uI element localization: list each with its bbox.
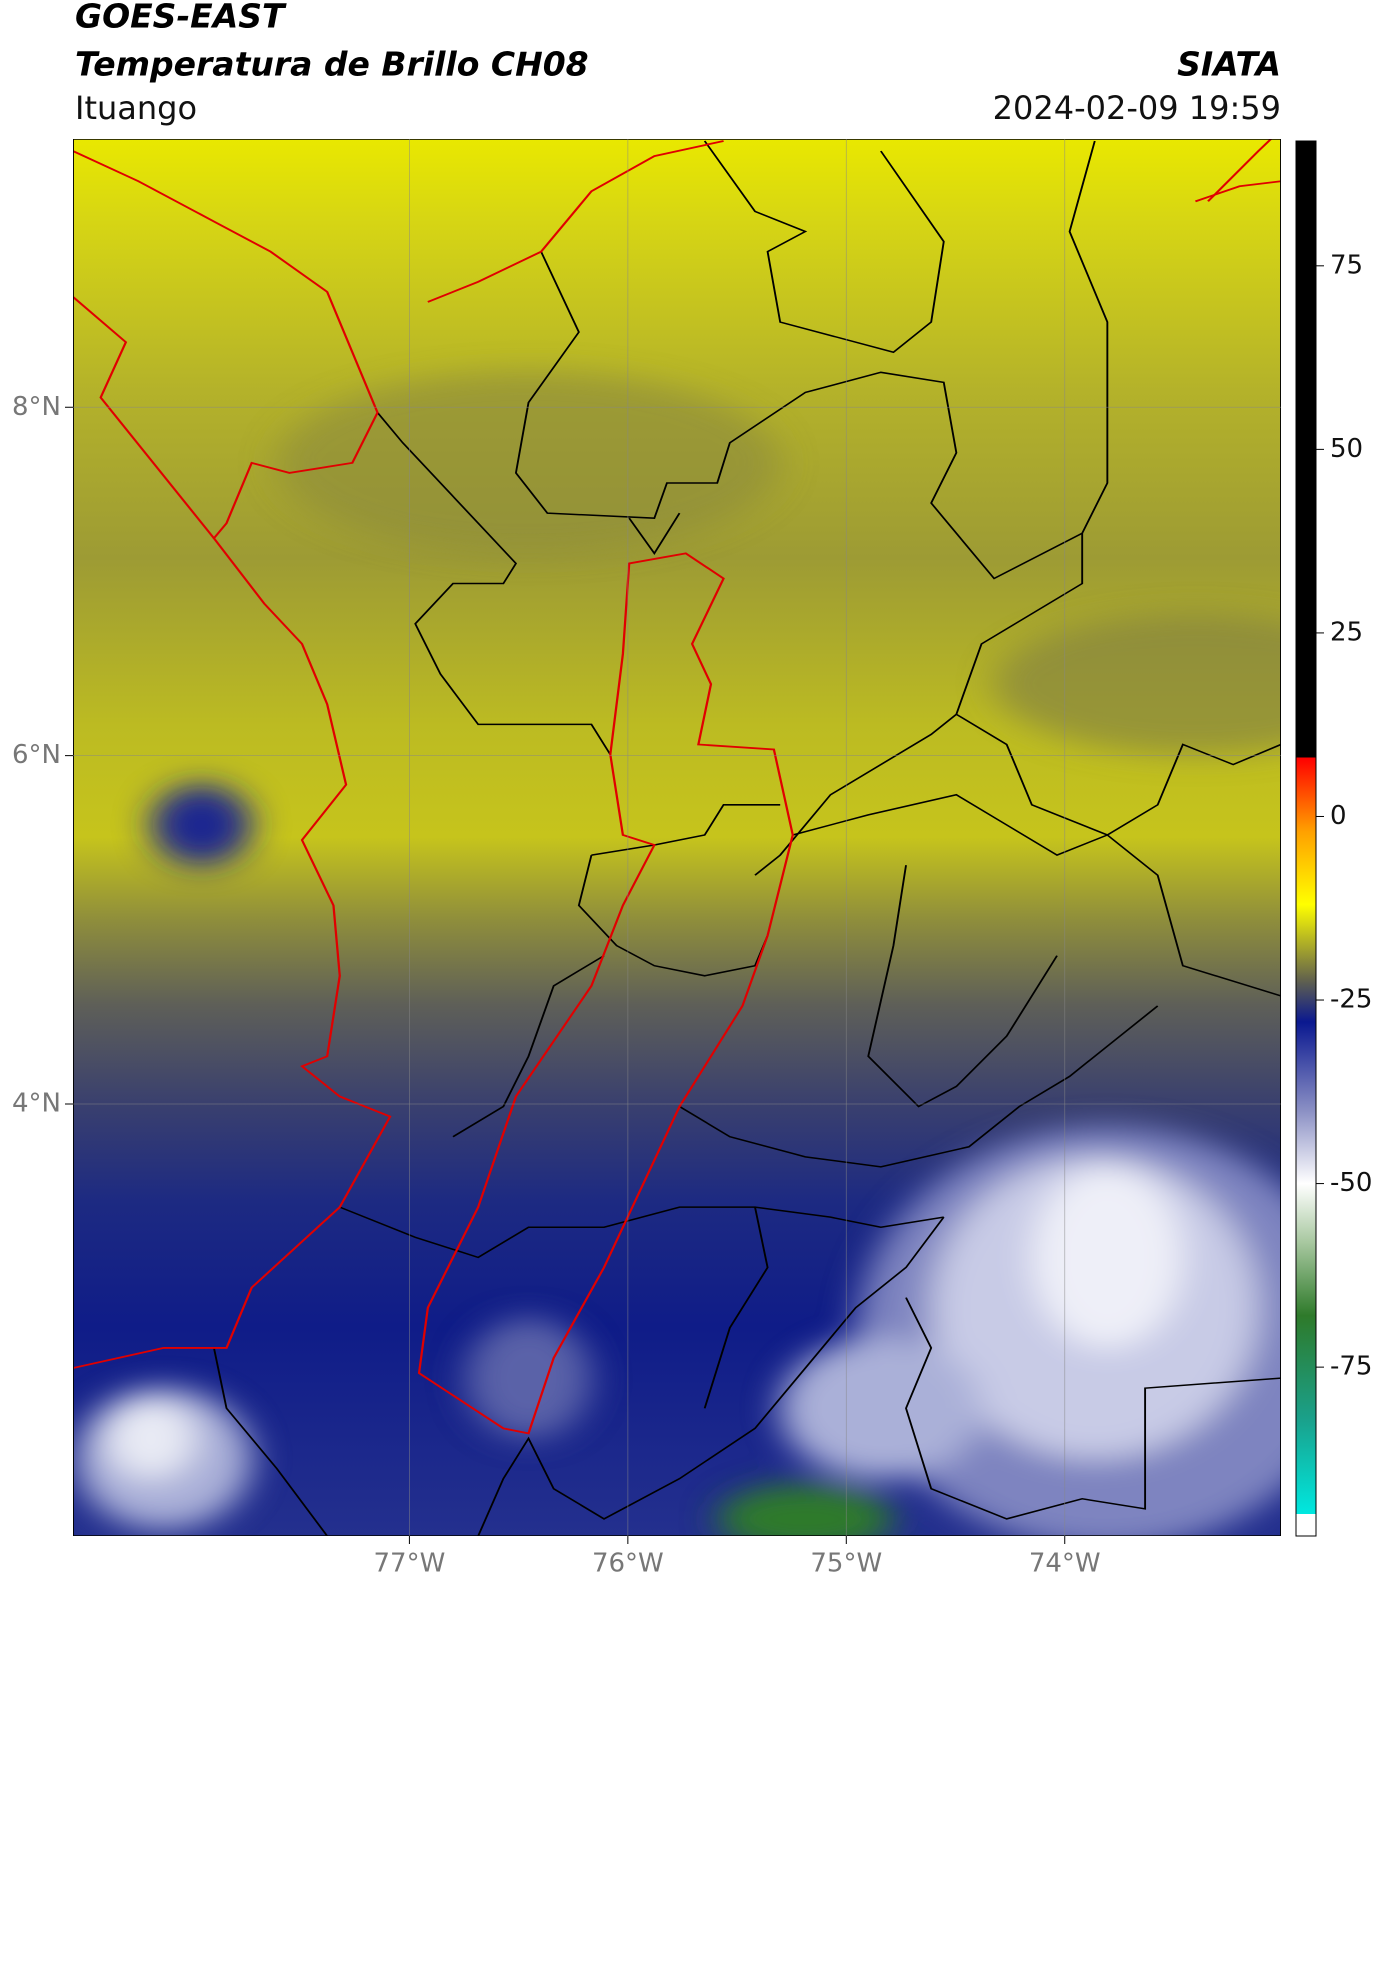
imagery (73, 139, 1281, 1536)
subtitle: Temperatura de Brillo CH08 (75, 45, 589, 84)
graticule: 77°W 76°W 75°W 74°W 8°N 6°N 4°N (12, 139, 1281, 1579)
region-borders (73, 139, 1281, 1435)
datetime: 2024-02-09 19:59 (993, 89, 1281, 127)
location: Ituango (75, 89, 197, 127)
x-tick-label: 74°W (1029, 1549, 1101, 1579)
colorbar-label: -75 (1330, 1352, 1372, 1382)
x-tick-label: 76°W (592, 1549, 664, 1579)
colorbar-label: 0 (1330, 801, 1347, 831)
colorbar-label: 75 (1330, 250, 1363, 280)
admin-borders (213, 140, 1281, 1536)
y-tick-label: 8°N (12, 392, 61, 422)
y-tick-label: 4°N (12, 1089, 61, 1119)
x-tick-label: 75°W (810, 1549, 882, 1579)
colorbar-label: -25 (1330, 985, 1372, 1015)
source: SIATA (1177, 45, 1281, 84)
colorbar-label: -50 (1330, 1168, 1372, 1198)
y-tick-label: 6°N (12, 740, 61, 770)
cloud-fields (75, 372, 1281, 1536)
title: GOES-EAST (75, 0, 287, 36)
map-area (73, 139, 1281, 1536)
colorbar-label: 50 (1330, 434, 1363, 464)
x-tick-label: 77°W (374, 1549, 446, 1579)
colorbar-label: 25 (1330, 617, 1363, 647)
colorbar (1295, 140, 1317, 1537)
